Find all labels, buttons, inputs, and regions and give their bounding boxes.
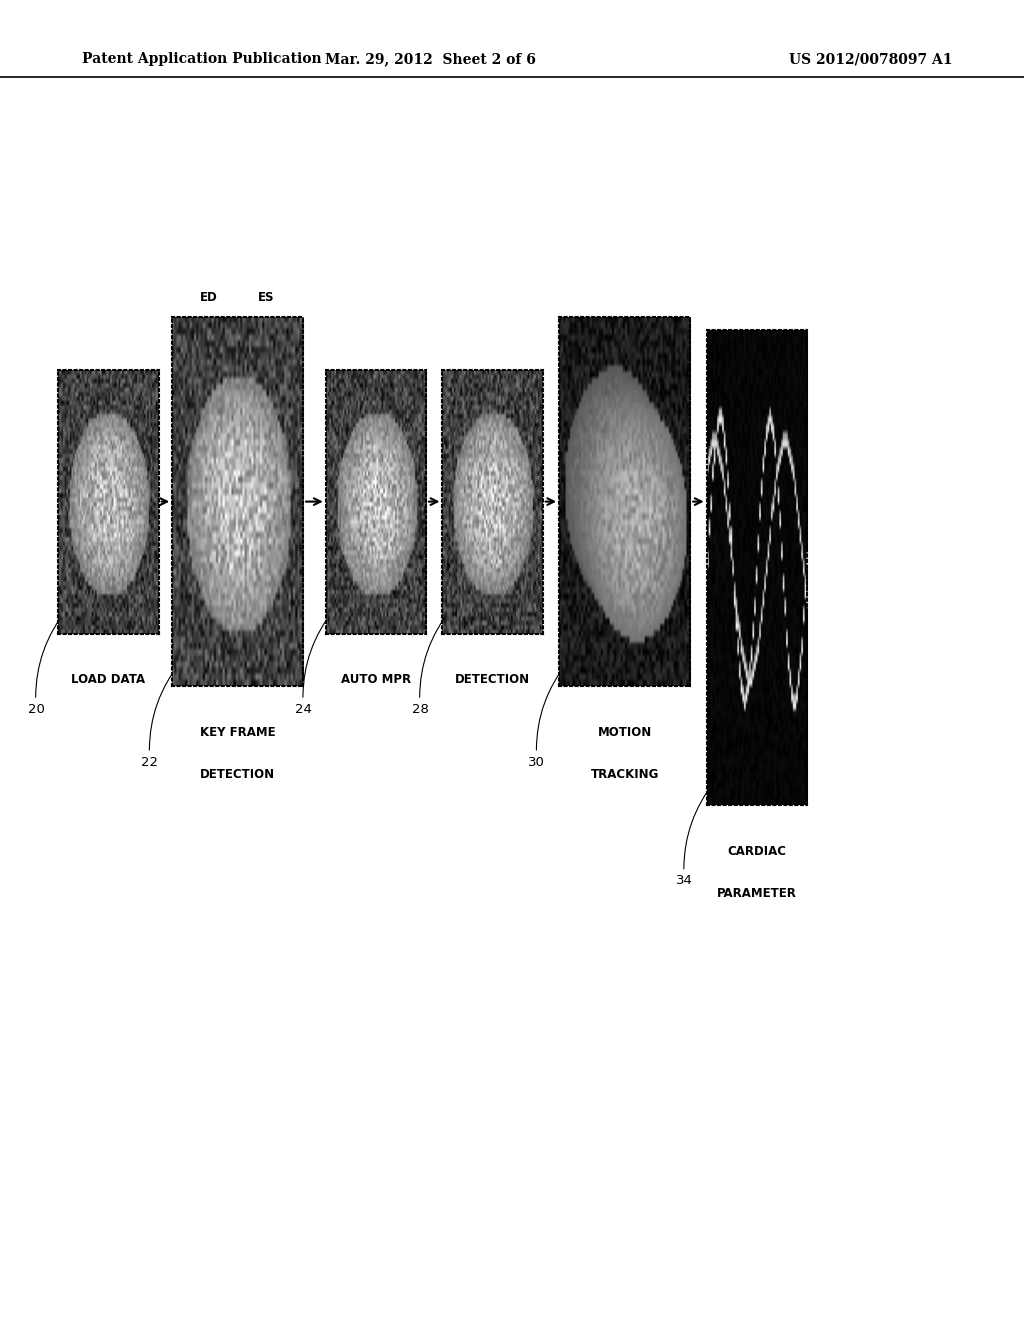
- Text: PARAMETER: PARAMETER: [717, 887, 797, 900]
- Text: FIG. 3: FIG. 3: [584, 565, 686, 597]
- Text: MOTION: MOTION: [598, 726, 651, 739]
- Text: KEY FRAME: KEY FRAME: [200, 726, 275, 739]
- Text: 30: 30: [528, 663, 567, 768]
- Text: 24: 24: [295, 610, 334, 715]
- Text: TRACKING: TRACKING: [591, 768, 658, 781]
- Text: US 2012/0078097 A1: US 2012/0078097 A1: [788, 53, 952, 66]
- Text: Mar. 29, 2012  Sheet 2 of 6: Mar. 29, 2012 Sheet 2 of 6: [325, 53, 536, 66]
- Text: AUTO MPR: AUTO MPR: [341, 673, 411, 686]
- Text: DETECTION: DETECTION: [455, 673, 530, 686]
- Text: 22: 22: [141, 663, 180, 768]
- Text: ES: ES: [258, 290, 274, 304]
- Text: Patent Application Publication: Patent Application Publication: [82, 53, 322, 66]
- Text: LOAD DATA: LOAD DATA: [72, 673, 145, 686]
- Text: 28: 28: [412, 610, 451, 715]
- Text: 20: 20: [28, 610, 67, 715]
- Text: ...: ...: [658, 366, 675, 379]
- Text: DETECTION: DETECTION: [200, 768, 275, 781]
- Text: CARDIAC: CARDIAC: [727, 845, 786, 858]
- Text: ED: ED: [200, 290, 218, 304]
- Text: 34: 34: [676, 781, 715, 887]
